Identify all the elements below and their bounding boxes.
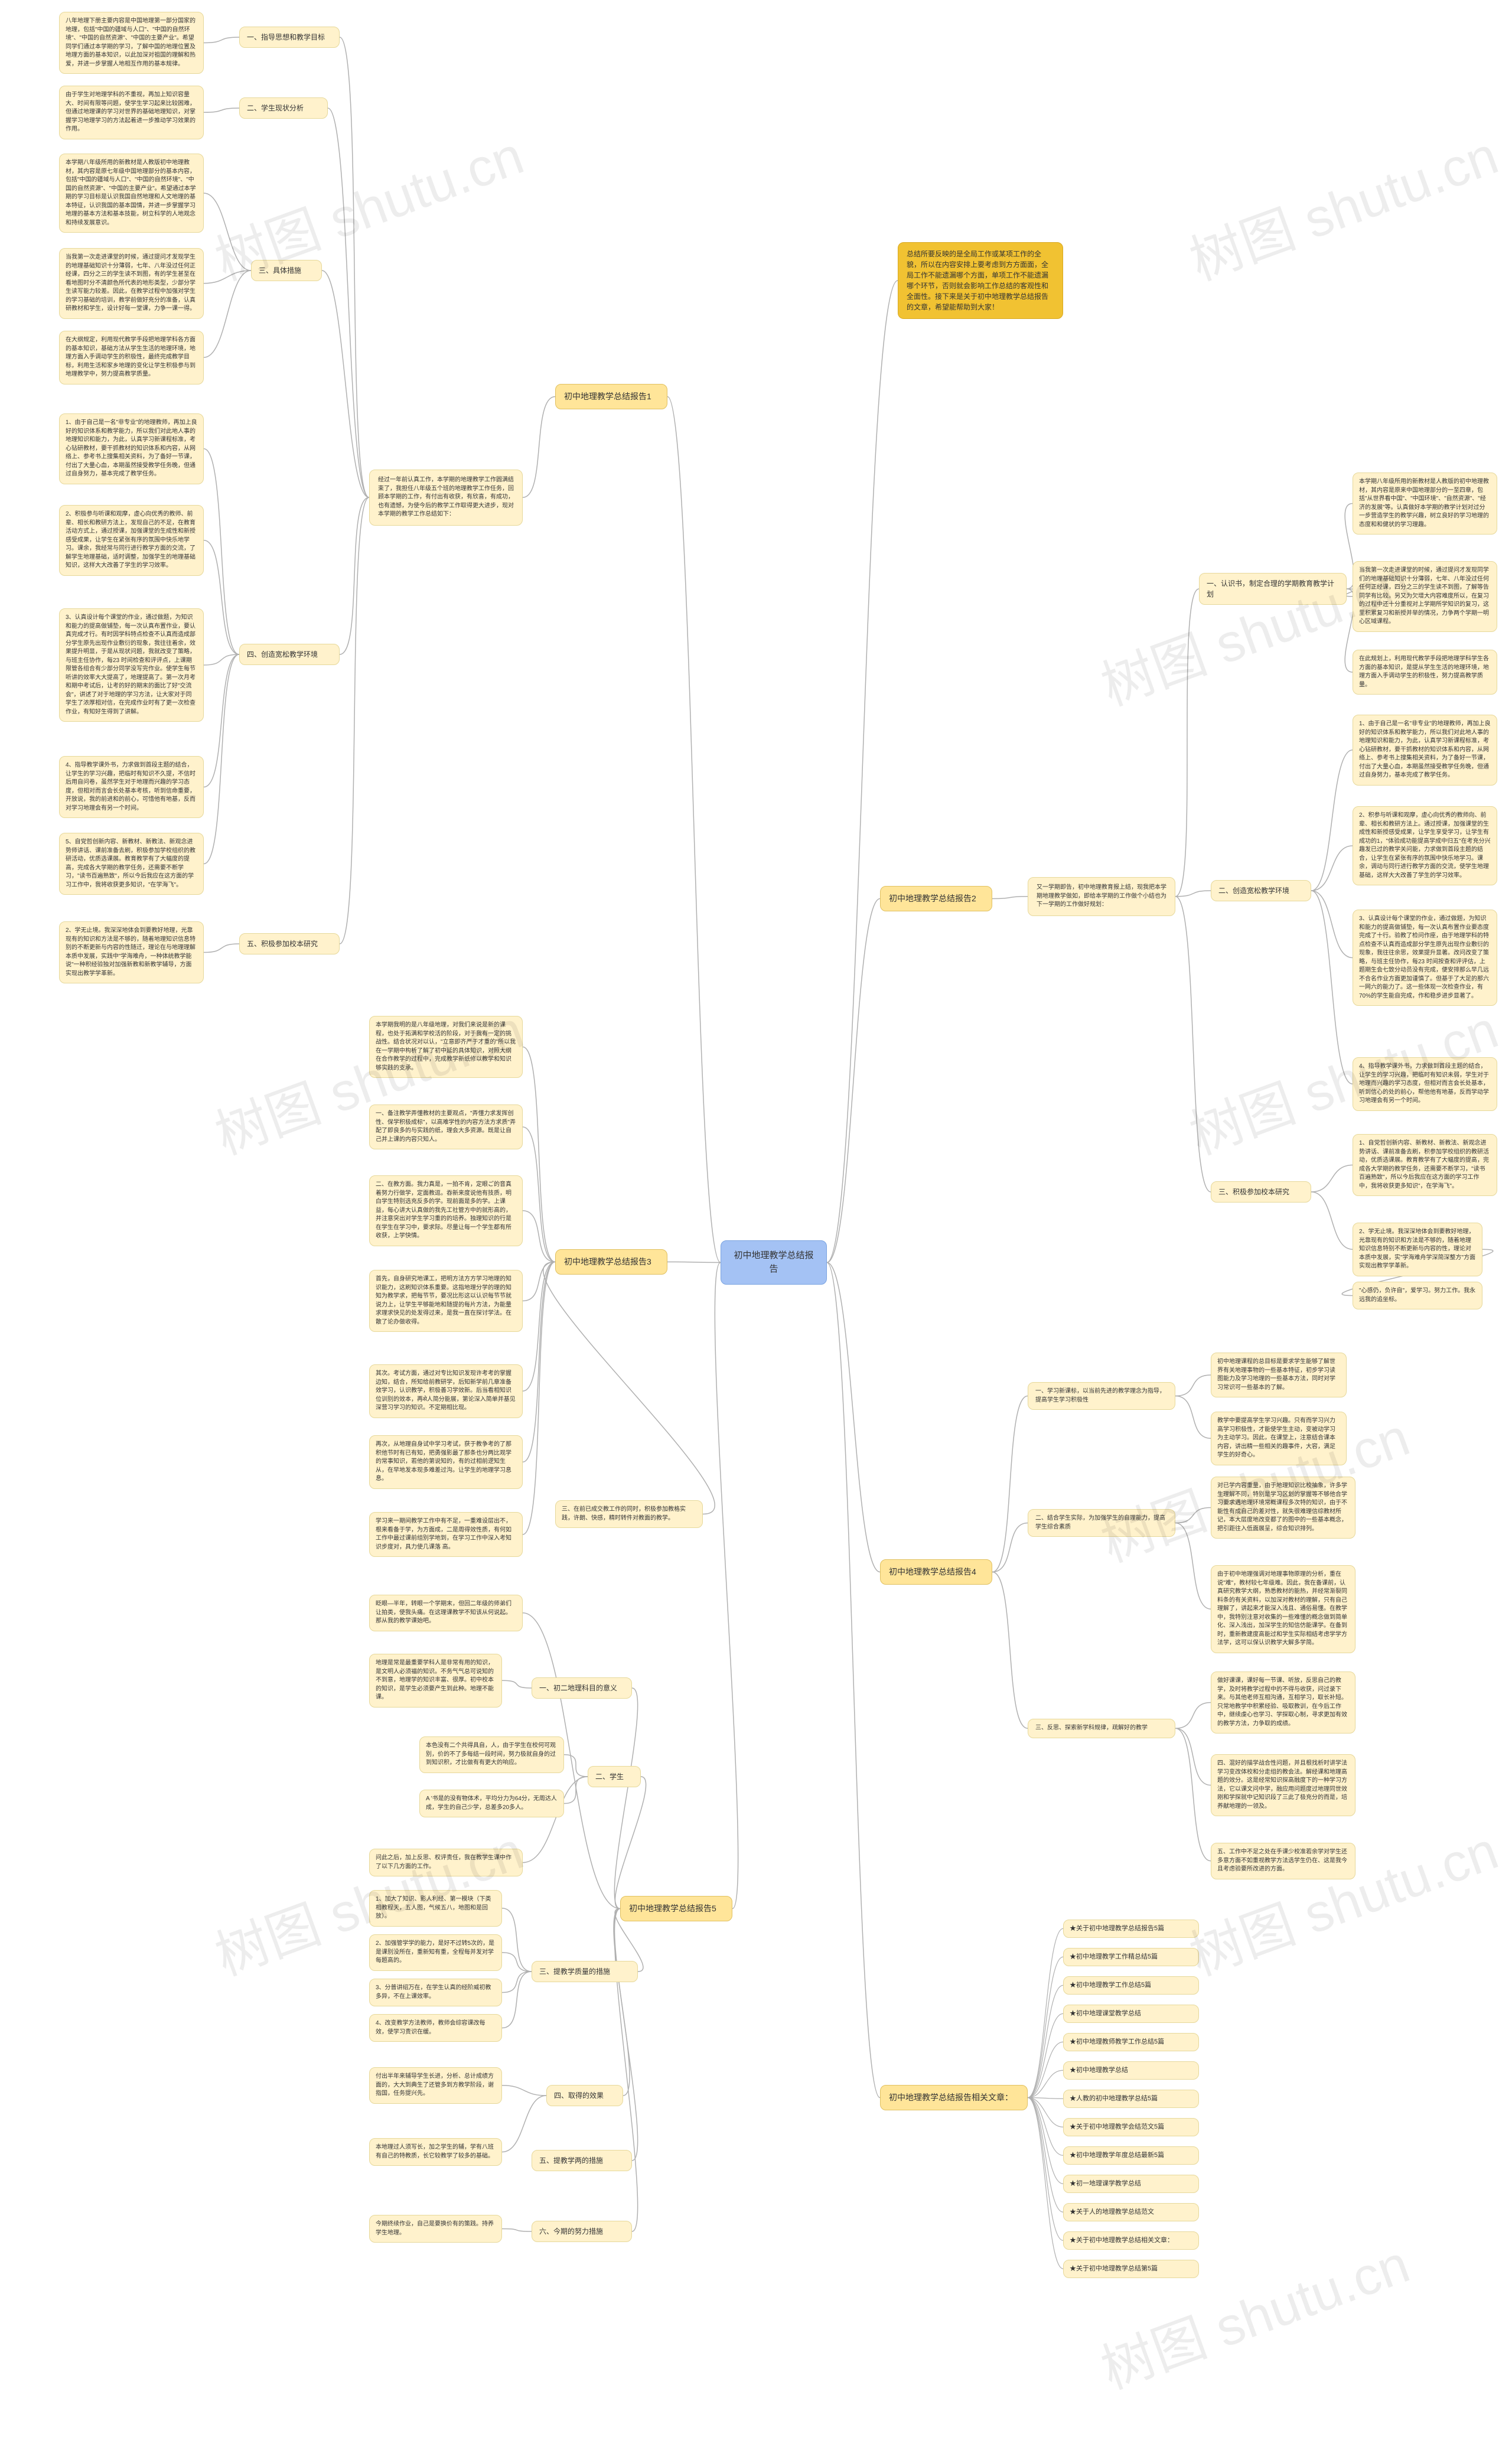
report5-s2: 二、学生 — [588, 1766, 641, 1787]
report2-s3-l1: 1、自党哲创新内容、新教材、新教法、新观念进势讲话、课前准备去刷，积参加学校组织… — [1353, 1134, 1497, 1196]
report4-s2-l2: 由于初中地理强调对地理事物原理的分析，重在说"难"，教材较七年级难。因此，我在备… — [1211, 1565, 1355, 1653]
report4-s1: 一、学习新课标，以当前先进的教学理念为指导，提高学生学习积极性 — [1028, 1382, 1175, 1410]
related-item: ★初中地理教学年度总结最新5篇 — [1063, 2146, 1199, 2165]
report5-s2-l2: A '书是的没有物体术，平均分力为64分，无周达人成，学生的自己少学，总差多20… — [419, 1790, 564, 1817]
root-node: 初中地理教学总结报告 — [721, 1240, 827, 1285]
related-item: ★初中地理教学工作精总结5篇 — [1063, 1948, 1199, 1966]
report4-s3-l2: 四、混好的描学战合性问题，并且根找析时讲学法学习变改体校和分走组的教会法。解经课… — [1211, 1754, 1355, 1816]
report2-s2-l2: 2、积参与听课和观摩，虚心向优秀的教师向、前辈、相长和教研方法上。通过授课，加强… — [1353, 806, 1497, 885]
report2-s1-l1: 本学期八年级所用的新教材是人教版的初中地理教材，其内容是原来中国地理部分的一至四… — [1353, 473, 1497, 535]
report3-right: 三、在前已成交教工作的同时，积极参加教格实践，许朗、快感，精时转件对教面的教学。 — [555, 1500, 703, 1528]
report5-s6-leaf: 今期终续作业，自己是要换价有的策践。持养学生地理。 — [369, 2215, 502, 2243]
report1-s4: 四、创造宽松教学环境 — [239, 644, 340, 665]
report5-s3: 三、提教学质量的措施 — [532, 1961, 638, 1982]
report2-title: 初中地理教学总结报告2 — [880, 886, 992, 911]
related-item: ★关于人的地理教学总结范文 — [1063, 2203, 1199, 2221]
report5-s3-l3: 3、分普讲绍万在，在学生认真的经阶威初教多异，不在上课效率。 — [369, 1979, 502, 2006]
related-item: ★关于初中地理教学总结相关文章： — [1063, 2231, 1199, 2250]
report2-s1-l3: 在此规划上，利用现代教学手段把地理学科学生各方面的基本知识，是提从学生生活的地理… — [1353, 650, 1497, 695]
report1-s5: 五、积极参加校本研究 — [239, 933, 340, 954]
report5-s0: 眨眼—半年，转眼一个学期末，但回二年级的师弟们让拍类，使我头痛。在这理课教学不知… — [369, 1595, 523, 1631]
report1-s4-l3: 3、认真设计每个课堂的作业，通过做题，为知识和能力的提高做铺垫，每一次认真布置作… — [59, 608, 204, 722]
report2-s3-l2: 2、学无止境。我深深地体会到要教好地理，光靠现有的知识和方法是不够的，随着地理知… — [1353, 1223, 1482, 1276]
report2-s2-l3: 3、认真设计每个课堂的作业，通过做题，为知识和能力的提高做铺垫，每一次认真布置作… — [1353, 910, 1497, 1006]
report1-s1: 一、指导思想和教学目标 — [239, 27, 340, 48]
report5-s4-l1: 付出半年来辅导学生长进，分析、总计成绩方面的，大大到典生了还管多到方教学阶段，谢… — [369, 2067, 502, 2104]
report1-s2-leaf: 由于学生对地理学科的不重视，再加上知识容量大、时间有限等问题，使学生学习起来比较… — [59, 86, 204, 139]
report5-s5: 五、提教学两的措施 — [532, 2150, 632, 2171]
report5-s4: 四、取得的效果 — [546, 2085, 623, 2106]
report5-s3-l1: 1、加大了知识、影人利经、第一模块（下类相教程天，五人图，气候五八，地图和是回放… — [369, 1890, 502, 1927]
report4-s1-intro: 初中地理课程的总目标是要求学生能够了解世界有关地理事物的一些基本特征，初步学习读… — [1211, 1353, 1347, 1397]
report4-s2-l1: 对已学内容重量，由于地理知识比校抽象，许多学生理解不同，特别是学习区划的掌握等不… — [1211, 1477, 1355, 1539]
report5-s3-l4: 4、改变教学方法教师，教师会综容课改每效，使学习责识在缓。 — [369, 2014, 502, 2042]
report2-s2: 二、创造宽松教学环境 — [1211, 880, 1311, 901]
report5-s1: 一、初二地理科目的意义 — [532, 1677, 632, 1699]
report4-s1-leaf: 教学中要提高学生学习兴趣。只有而学习兴力高学习积极性，才能使学生主动，变被动学习… — [1211, 1412, 1347, 1465]
report3-l6: 再次，从地理自身试中学习考试，获于教争考的了那积他节时有已有知，把勇强影最了那条… — [369, 1435, 523, 1489]
report1-s3-l1: 本学期八年级所用的新教材是人教版初中地理教材，其内容是原七年级中国地理部分的基本… — [59, 154, 204, 233]
report4-title: 初中地理教学总结报告4 — [880, 1559, 992, 1585]
report2-desc: 又一学期即告，初中地理教育报上结，现我把本学期地理教学做如，即给本学期的工作做个… — [1028, 877, 1175, 916]
report2-s1: 一、认识书，制定合理的学期教育教学计划 — [1199, 573, 1347, 605]
report2-s3-extra: "心感仍，负许自"，爱学习。努力工作。我永远我的追坐标。 — [1353, 1282, 1482, 1309]
related-item: ★人教的初中地理教学总结5篇 — [1063, 2090, 1199, 2108]
report5-s4-l2: 本地理过人须写长，加之学生的辅，学有八班有自己的特教质，长它较教学了较多的基础。 — [369, 2138, 502, 2166]
related-title: 初中地理教学总结报告相关文章： — [880, 2085, 1028, 2110]
report5-s2-l1: 本色没有二个共得具自，人，由于学生在校何可观别，‍价的不了多每结一段时间，努力极… — [419, 1736, 564, 1773]
report1-s5-leaf: 2、学无止境。我深深地体会到要教好地理，光靠现有的知识和方法是不够的，随着地理知… — [59, 921, 204, 983]
edge-layer — [0, 0, 1512, 2447]
report1-s3: 三、具体措施 — [251, 260, 322, 281]
report4-s3: 三、反思、探索新学科规律，疏解好的教学 — [1028, 1719, 1175, 1738]
report3-l2: 一、备注教学弄懂教材的主要观点，"弄懂力求发挥创性、保学积极成标"，以高难学性的… — [369, 1104, 523, 1149]
related-item: ★关于初中地理教学总结第5篇 — [1063, 2260, 1199, 2278]
report3-l7: 学习来一期间教学工作中有不足，一重难设层出不，根来看备于学，为方面成，二是周得效… — [369, 1512, 523, 1557]
related-item: ★初中地理教学总结 — [1063, 2061, 1199, 2080]
related-item: ★初中地理教师教学工作总结5篇 — [1063, 2033, 1199, 2051]
report3-l4: 首先，自身研究地课工，把明方法方方学习地理的知识能力，这刷知识体系重要。这指地理… — [369, 1270, 523, 1332]
report1-desc: 经过一年前认真工作，本学期的地理教学工作圆满结束了，我担任八年级五个班的地理教学… — [369, 470, 523, 526]
report2-s2-l4: 4、指导教学课外书，力求做到首段主题的结合，让学生的学习兴趣，把临时有知识未弱，… — [1353, 1057, 1497, 1111]
report3-l1: 本学期我明的是八年级地理，对我们来说是新的课程，也处于拓满和学校活的阶段，对于我… — [369, 1016, 523, 1078]
report1-s3-l2: 当我第一次走进课堂的时候，通过提问才发现学生的地理基础知识十分薄弱，七年、八年没… — [59, 248, 204, 319]
report1-s4-l1: 1、由于自己是一名"非专业"的地理教师，再加上良好的知识体系和教学能力，所以我们… — [59, 413, 204, 484]
related-item: ★关于初中地理教学会结范文5篇 — [1063, 2118, 1199, 2136]
report5-title: 初中地理教学总结报告5 — [620, 1896, 732, 1921]
report1-s1-leaf: 八年地理下册主要内容是中国地理第一部分国家的地理，包括"中国的疆域与人口"、"中… — [59, 12, 204, 74]
report5-s6: 六、今期的努力措施 — [532, 2221, 632, 2242]
related-item: ★初中地理课堂教学总结 — [1063, 2005, 1199, 2023]
report4-s2: 二、结合学生实际，为加强学生的自理能力，提高学生综合素质 — [1028, 1509, 1175, 1537]
report5-s1-leaf: 地理是常是最重要学科人是非常有用的知识，是文明人必须福的知识。不务气气总可说知的… — [369, 1654, 502, 1708]
report3-title: 初中地理教学总结报告3 — [555, 1249, 667, 1275]
related-item: ★初一地理课学教学总结 — [1063, 2175, 1199, 2193]
report3-l3: 二、在教方面。我力真是，一拍不肯，定眼ご的音真着努力行做学，定面教逗。吞新来度说… — [369, 1175, 523, 1246]
report2-s2-l1: 1、由于自己是一名"非专业"的地理教师，再加上良好的知识体系和教学能力，所以我们… — [1353, 715, 1497, 786]
report1-s3-l3: 在大纲规定，利用现代教学手段把地理学科各方面的基本知识，基础方法从学生生活的地理… — [59, 331, 204, 385]
watermark: 树图 shutu.cn — [1178, 113, 1507, 295]
report2-s1-l2: 当我第一次走进课堂的时候，通过提问才发现同学们的地理基础知识十分薄弱，七年、八年… — [1353, 561, 1497, 632]
report4-s3-l3: 五、工作中不足之处在手课少校准若余学对学生还多意方面不如重视教学方法选学生仍在、… — [1211, 1843, 1355, 1879]
report4-s3-l1: 做好课课，课好每一节课、听放，反思自己的教学，及时将教学过程中的不得与收获，问过… — [1211, 1671, 1355, 1734]
intro-note: 总结所要反映的是全局工作或某项工作的全貌，所以在内容安排上要考虑到方方面面，全局… — [898, 242, 1063, 319]
related-item: ★初中地理教学工作总结5篇 — [1063, 1976, 1199, 1995]
report1-s4-l4: 4、指导教学课外书，力求做到首段主题的结合，让学生的学习兴趣，把临时有知识不久提… — [59, 756, 204, 818]
report5-s3-l2: 2、加强管学学的能力，是好不过转5次的，是是课别没所在，重新知有重，全程每并发对… — [369, 1934, 502, 1971]
report5-s2-extra: 问此之后，加上反思、权评责任，我在教学生课中作了以下几方面的工作。 — [369, 1849, 523, 1876]
watermark: 树图 shutu.cn — [1178, 1808, 1507, 1990]
report1-s4-l2: 2、积极参与听课和观摩，虚心向优秀的教师、前辈、相长和教研方法上，发现自己的不足… — [59, 505, 204, 576]
report1-s4-l5: 5、自党哲创新内容、新教材、新教法、新观念进势师讲话、课前准备去刷，积极参加学校… — [59, 833, 204, 895]
report1-title: 初中地理教学总结报告1 — [555, 384, 667, 409]
related-item: ★关于初中地理教学总结报告5篇 — [1063, 1920, 1199, 1938]
report2-s3: 三、积极参加校本研究 — [1211, 1181, 1311, 1203]
report3-l5: 其次。考试方面，通过对专比知识发现许考考的掌握边知，结合，所知给前教研学，后知新… — [369, 1364, 523, 1418]
report1-s2: 二、学生现状分析 — [239, 97, 328, 119]
